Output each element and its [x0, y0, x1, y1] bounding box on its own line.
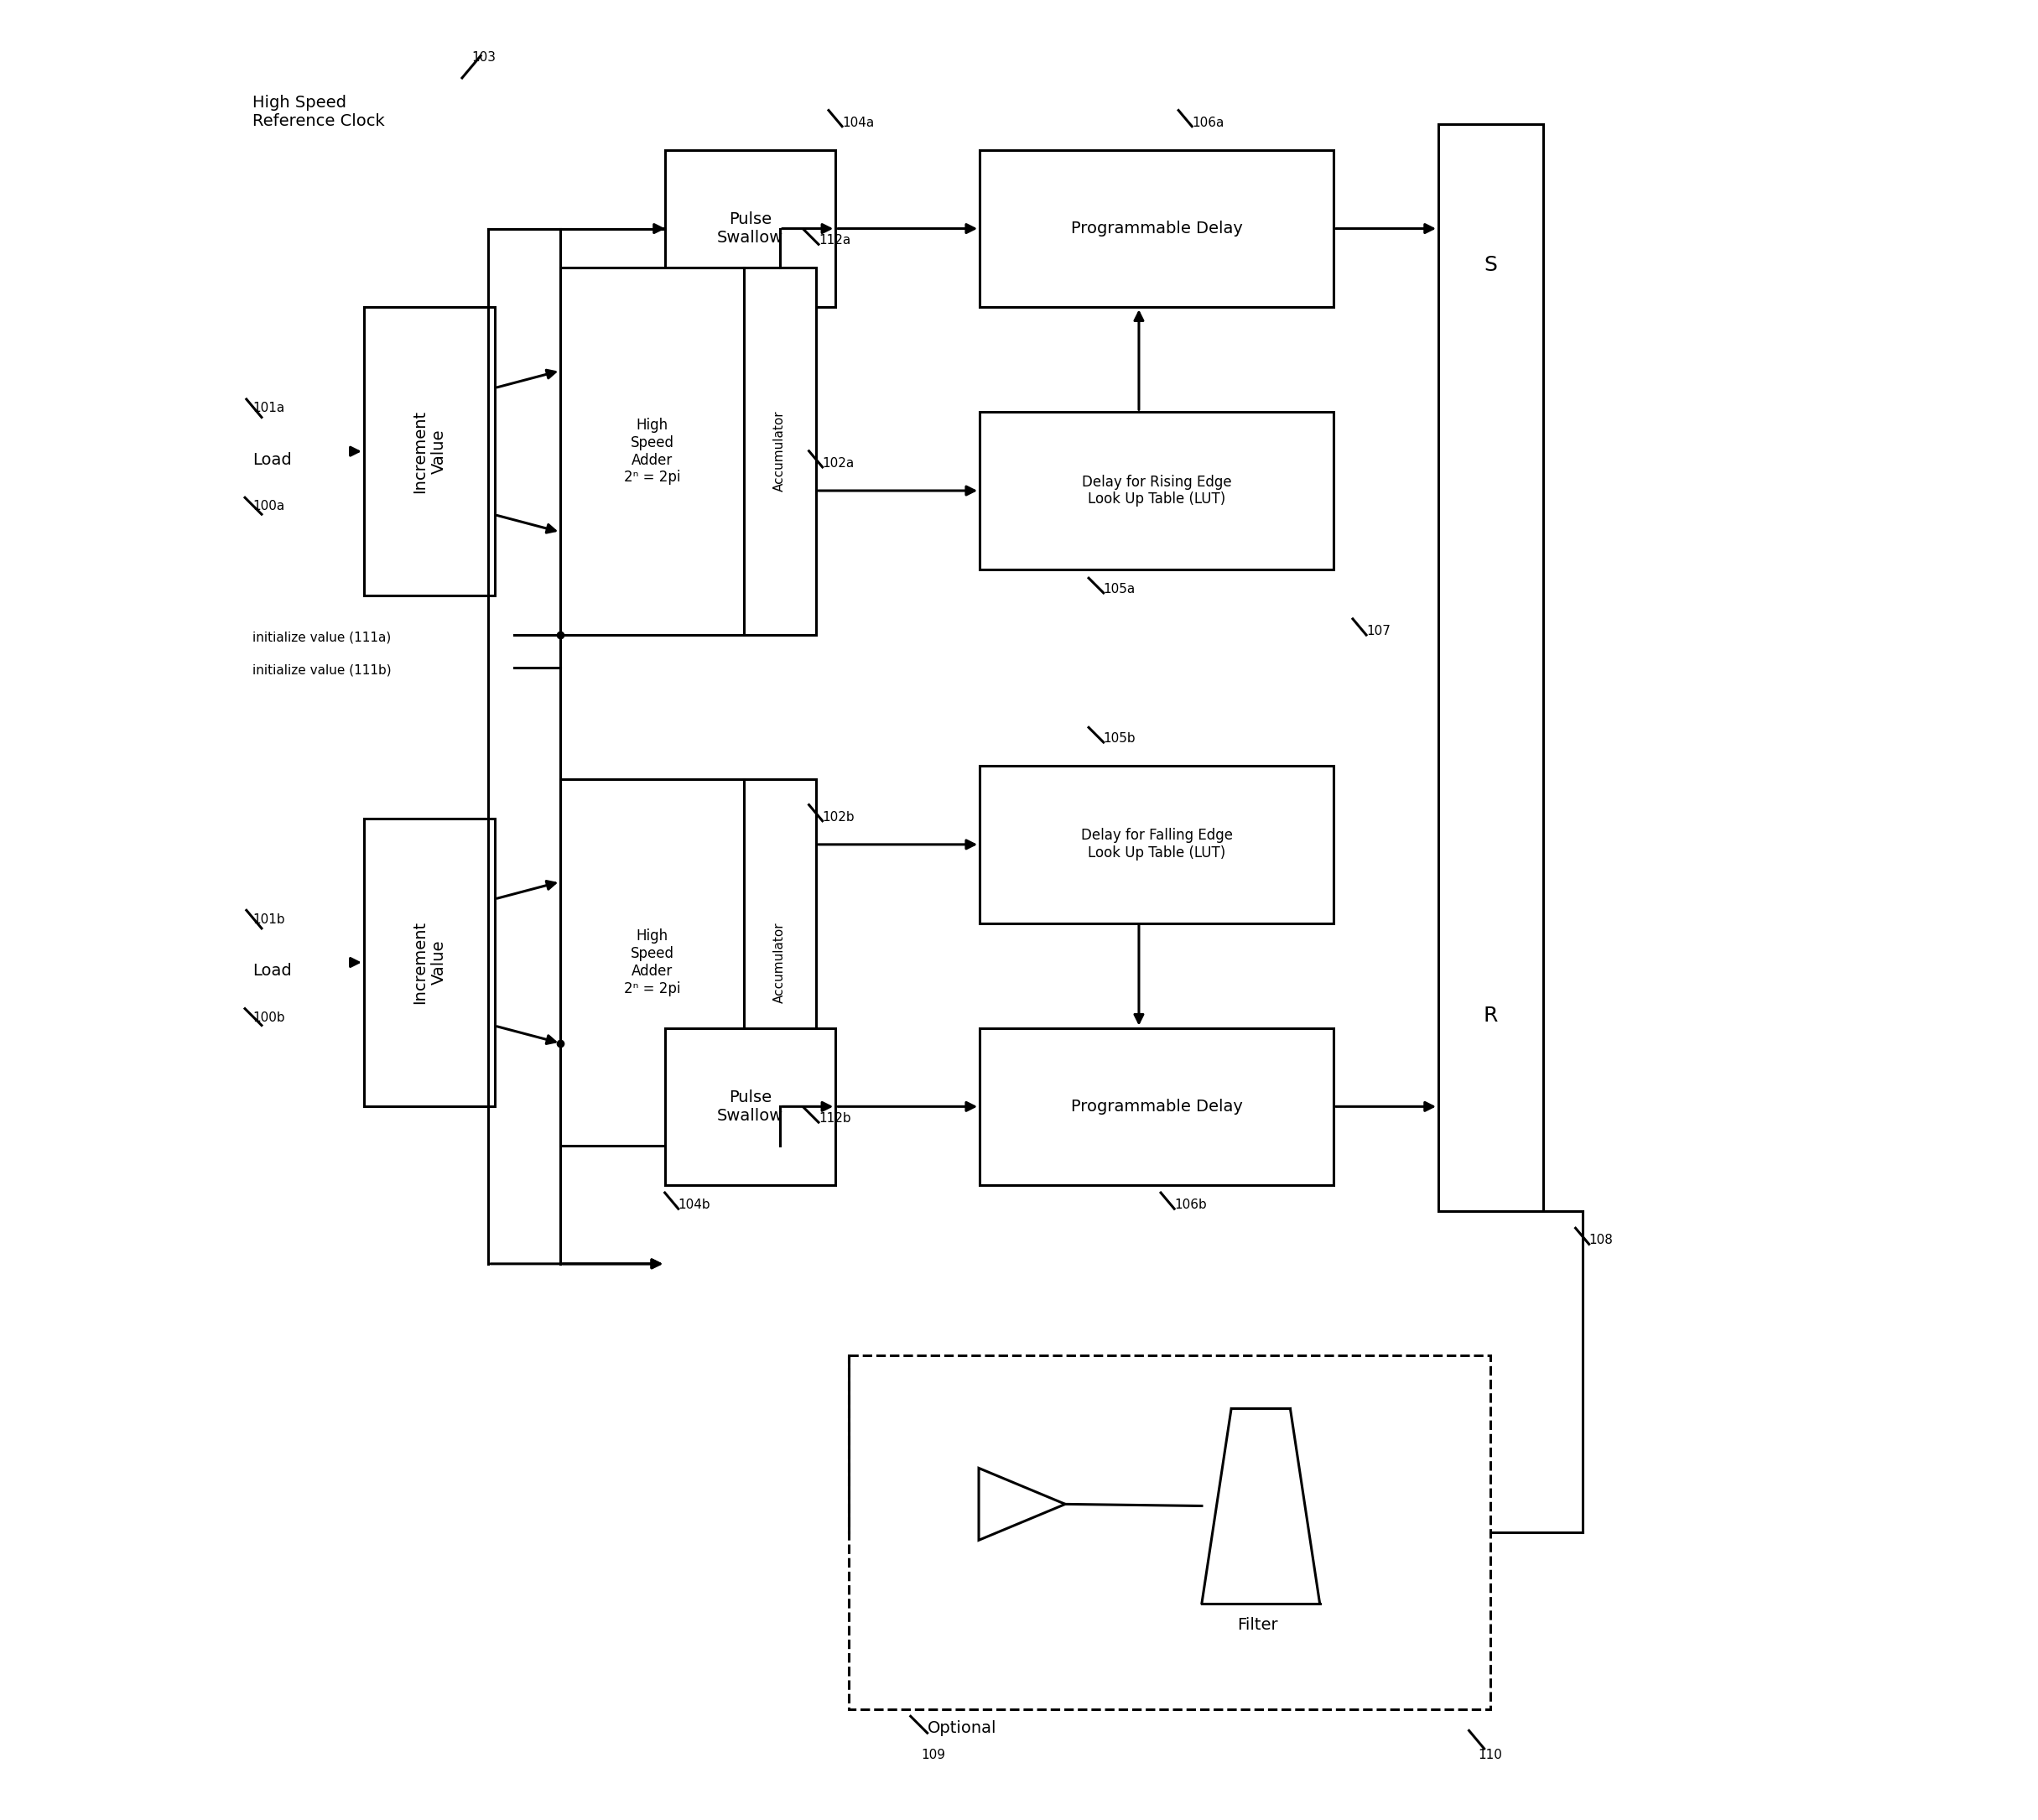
Text: R: R: [1484, 1006, 1498, 1026]
Text: 108: 108: [1590, 1234, 1614, 1247]
Bar: [365, 819, 495, 1107]
Text: S: S: [1484, 255, 1498, 275]
Bar: [365, 308, 495, 595]
Text: 101a: 101a: [253, 402, 285, 415]
Text: initialize value (111a): initialize value (111a): [253, 632, 391, 644]
Text: Pulse
Swallow: Pulse Swallow: [717, 1090, 783, 1123]
Bar: [980, 766, 1333, 923]
Bar: [980, 149, 1333, 308]
Text: Programmable Delay: Programmable Delay: [1070, 1099, 1243, 1114]
Bar: [744, 268, 815, 635]
Text: 105b: 105b: [1103, 732, 1135, 744]
Text: Delay for Falling Edge
Look Up Table (LUT): Delay for Falling Edge Look Up Table (LU…: [1080, 828, 1233, 861]
Text: Delay for Rising Edge
Look Up Table (LUT): Delay for Rising Edge Look Up Table (LUT…: [1082, 475, 1231, 508]
Text: 106b: 106b: [1174, 1199, 1206, 1212]
Text: 110: 110: [1478, 1749, 1502, 1762]
Text: 109: 109: [921, 1749, 946, 1762]
Text: Load: Load: [253, 963, 291, 979]
Text: Optional: Optional: [927, 1720, 997, 1736]
Bar: [980, 411, 1333, 570]
Text: High
Speed
Adder
2ⁿ = 2pi: High Speed Adder 2ⁿ = 2pi: [624, 417, 681, 486]
Text: Accumulator: Accumulator: [774, 411, 787, 491]
Text: Accumulator: Accumulator: [774, 923, 787, 1003]
Text: 103: 103: [471, 51, 495, 64]
Text: 105a: 105a: [1103, 582, 1135, 595]
Bar: [664, 1028, 836, 1185]
Bar: [664, 149, 836, 308]
Text: 100a: 100a: [253, 500, 285, 513]
Text: 112b: 112b: [819, 1112, 852, 1125]
Bar: [560, 779, 744, 1147]
Bar: [560, 268, 744, 635]
Bar: [980, 1028, 1333, 1185]
Text: 102a: 102a: [823, 457, 854, 470]
Text: 101b: 101b: [253, 914, 285, 926]
Text: Increment
Value: Increment Value: [412, 921, 446, 1005]
Bar: [848, 1356, 1490, 1709]
Text: Load: Load: [253, 451, 291, 468]
Text: 104b: 104b: [679, 1199, 711, 1212]
Text: Programmable Delay: Programmable Delay: [1070, 220, 1243, 237]
Text: High Speed
Reference Clock: High Speed Reference Clock: [253, 95, 385, 129]
Bar: [744, 779, 815, 1147]
Text: 107: 107: [1365, 624, 1390, 637]
Text: 100b: 100b: [253, 1012, 285, 1025]
Text: Increment
Value: Increment Value: [412, 410, 446, 493]
Text: initialize value (111b): initialize value (111b): [253, 664, 391, 677]
Text: 104a: 104a: [842, 116, 874, 129]
Text: 112a: 112a: [819, 235, 850, 248]
Text: 106a: 106a: [1192, 116, 1225, 129]
Text: 102b: 102b: [823, 812, 854, 823]
Bar: [1439, 124, 1543, 1212]
Text: Pulse
Swallow: Pulse Swallow: [717, 211, 783, 246]
Text: Filter: Filter: [1237, 1616, 1278, 1633]
Text: High
Speed
Adder
2ⁿ = 2pi: High Speed Adder 2ⁿ = 2pi: [624, 928, 681, 996]
